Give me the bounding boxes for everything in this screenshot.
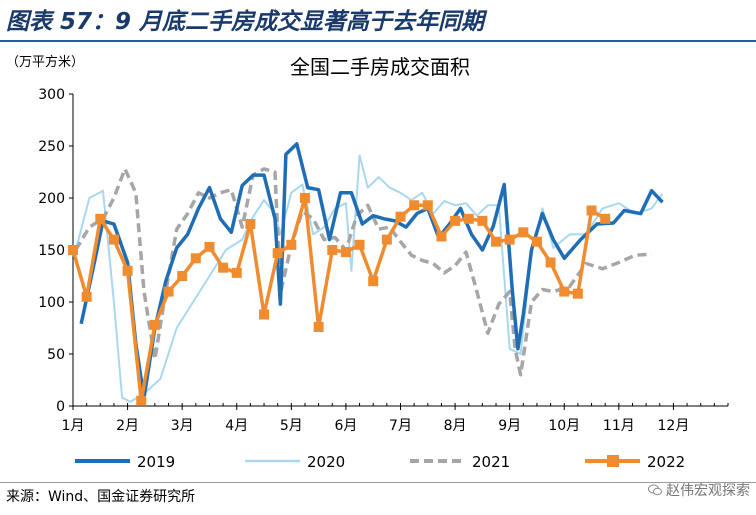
legend-marker-2022 (607, 455, 619, 467)
data-point-2022 (450, 215, 461, 226)
x-tick-label: 11月 (603, 418, 635, 434)
data-point-2022 (177, 271, 188, 281)
data-point-2022 (245, 219, 256, 229)
source-note: 来源：Wind、国金证券研究所 (6, 489, 196, 505)
data-point-2022 (463, 213, 474, 224)
legend-label-2021: 2021 (472, 453, 510, 471)
data-point-2022 (231, 267, 242, 278)
data-point-2022 (299, 193, 310, 203)
data-point-2022 (313, 321, 324, 332)
x-tick-label: 6月 (334, 418, 357, 434)
data-point-2022 (422, 200, 433, 211)
y-tick-label: 100 (38, 295, 65, 311)
y-tick-label: 0 (56, 399, 65, 415)
y-tick-label: 300 (38, 87, 65, 103)
x-tick-label: 1月 (62, 418, 85, 434)
data-point-2022 (149, 319, 160, 330)
x-tick-label: 4月 (225, 418, 248, 434)
data-point-2022 (95, 213, 106, 224)
data-point-2022 (409, 200, 420, 211)
data-point-2022 (545, 257, 556, 268)
data-point-2022 (531, 236, 542, 247)
data-point-2022 (600, 213, 611, 224)
data-point-2022 (504, 234, 515, 245)
series-line-2019 (79, 142, 664, 400)
y-tick-label: 200 (38, 191, 65, 207)
series-layer (68, 142, 664, 406)
y-tick-label: 150 (38, 243, 65, 259)
data-point-2022 (163, 286, 174, 297)
data-point-2022 (286, 239, 297, 250)
data-point-2022 (340, 247, 351, 258)
x-tick-label: 12月 (658, 418, 690, 434)
data-point-2022 (218, 262, 229, 273)
data-point-2022 (136, 395, 147, 406)
source-rule (0, 482, 756, 483)
data-point-2022 (572, 288, 583, 299)
data-point-2022 (204, 241, 215, 252)
legend-label-2019: 2019 (137, 453, 175, 471)
data-point-2022 (259, 309, 270, 320)
axes: 0 50 100 150 200 250 300 1月 2月 3月 4月 5月 6月 7月 8月 9月 10月 1… (38, 87, 729, 434)
figure-title: 图表 57：9 月底二手房成交显著高于去年同期 (6, 9, 485, 35)
data-point-2022 (68, 245, 78, 255)
data-point-2022 (122, 265, 133, 276)
wechat-icon (648, 484, 662, 496)
data-point-2022 (327, 245, 338, 255)
series-line-2022 (71, 196, 607, 403)
chart-title: 全国二手房成交面积 (290, 55, 470, 79)
y-axis-unit-label: （万平方米） (6, 54, 84, 70)
x-tick-label: 2月 (116, 418, 139, 434)
data-point-2022 (81, 291, 92, 302)
title-rule (0, 40, 756, 42)
data-point-2022 (381, 234, 392, 245)
watermark-text: 赵伟宏观探索 (666, 483, 750, 499)
y-tick-label: 50 (47, 347, 65, 363)
data-point-2022 (395, 211, 406, 222)
data-point-2022 (108, 234, 119, 245)
x-tick-label: 10月 (548, 418, 580, 434)
data-point-2022 (190, 253, 201, 264)
data-point-2022 (518, 227, 529, 238)
data-point-2022 (368, 276, 379, 287)
data-point-2022 (559, 286, 570, 297)
x-tick-label: 3月 (171, 418, 194, 434)
data-point-2022 (491, 236, 502, 247)
y-tick-label: 250 (38, 139, 65, 155)
legend: 2019 2020 2021 2022 (75, 453, 685, 471)
watermark: 赵伟宏观探索 (648, 480, 750, 500)
data-point-2022 (436, 231, 447, 242)
legend-label-2022: 2022 (647, 453, 685, 471)
x-tick-label: 8月 (444, 418, 467, 434)
data-point-2022 (477, 215, 488, 226)
data-point-2022 (354, 239, 365, 250)
x-tick-label: 9月 (498, 418, 521, 434)
data-point-2022 (272, 248, 283, 259)
legend-label-2020: 2020 (307, 453, 345, 471)
series-line-2021 (74, 167, 652, 377)
data-point-2022 (586, 205, 597, 216)
x-tick-label: 5月 (280, 418, 303, 434)
x-tick-label: 7月 (389, 418, 412, 434)
line-chart: 全国二手房成交面积 （万平方米） 0 50 100 150 200 250 300 1月 2月 3… (6, 54, 729, 471)
